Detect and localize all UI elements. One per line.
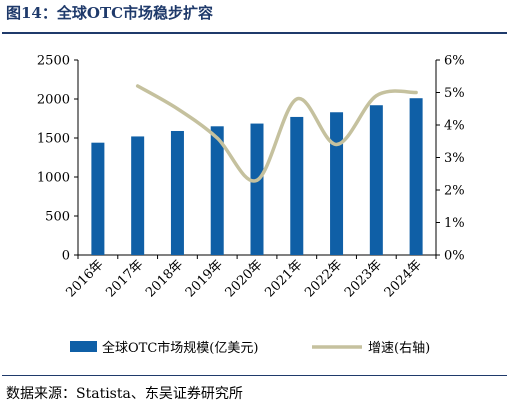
right-axis-tick-label: 4%	[444, 119, 465, 134]
growth-line-series	[135, 84, 418, 183]
legend: 全球OTC市场规模(亿美元) 增速(右轴)	[70, 340, 430, 356]
growth-point	[295, 98, 298, 100]
growth-point	[335, 143, 338, 146]
left-axis-tick-label: 0	[62, 249, 70, 264]
x-axis-tick-label: 2024年	[382, 257, 425, 300]
bar	[330, 112, 344, 255]
left-axis-tick-label: 2000	[37, 93, 70, 108]
x-axis-tick-label: 2019年	[183, 257, 226, 300]
legend-bar-swatch	[70, 341, 97, 352]
right-axis-tick-label: 3%	[444, 151, 465, 166]
right-axis-tick-label: 6%	[444, 54, 465, 69]
bar	[131, 136, 145, 255]
bar	[91, 142, 105, 255]
x-axis-tick-label: 2016年	[64, 257, 107, 300]
x-axis-tick-label: 2018年	[143, 257, 186, 300]
growth-point	[375, 94, 378, 97]
bar	[369, 105, 383, 256]
left-axis-tick-label: 2500	[37, 54, 70, 69]
x-axis-tick-label: 2022年	[302, 257, 345, 300]
x-axis-tick-label: 2023年	[342, 257, 385, 300]
chart: 050010001500200025000%1%2%3%4%5%6%2016年2…	[37, 54, 465, 357]
bar	[250, 123, 264, 255]
bar	[170, 130, 184, 255]
bar	[210, 126, 224, 255]
x-axis-tick-label: 2017年	[103, 257, 146, 300]
growth-point	[136, 85, 139, 87]
growth-point	[176, 107, 179, 110]
bar-series	[91, 98, 423, 256]
bar	[409, 98, 423, 255]
left-axis-tick-label: 500	[45, 210, 70, 225]
growth-point	[256, 179, 258, 182]
growth-point	[216, 137, 219, 139]
growth-line	[135, 84, 418, 183]
left-axis-tick-label: 1500	[37, 132, 70, 147]
growth-point	[415, 91, 417, 94]
bar	[290, 116, 304, 255]
source-note: 数据来源：Statista、东吴证券研究所	[6, 386, 243, 402]
right-axis-tick-label: 1%	[444, 216, 465, 231]
top-rule	[2, 32, 507, 34]
legend-line-label: 增速(右轴)	[368, 341, 430, 356]
figure-title: 图14：全球OTC市场稳步扩容	[6, 4, 214, 22]
legend-bar-label: 全球OTC市场规模(亿美元)	[102, 340, 258, 356]
left-axis-tick-label: 1000	[37, 171, 70, 186]
right-axis-tick-label: 5%	[444, 86, 465, 101]
x-axis-tick-label: 2020年	[223, 257, 266, 300]
x-axis-tick-label: 2021年	[262, 257, 305, 300]
right-axis-tick-label: 0%	[444, 249, 465, 264]
right-axis-tick-label: 2%	[444, 184, 465, 199]
bottom-rule	[2, 375, 507, 376]
